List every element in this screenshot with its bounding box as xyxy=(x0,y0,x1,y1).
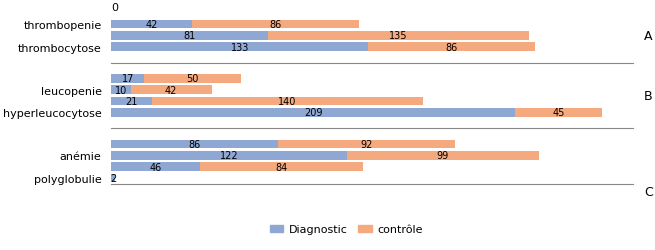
Bar xyxy=(111,43,368,52)
Text: 122: 122 xyxy=(220,151,238,161)
Bar xyxy=(111,75,144,83)
Text: 92: 92 xyxy=(360,140,373,149)
Bar xyxy=(515,109,603,117)
Text: 2: 2 xyxy=(110,174,117,183)
Text: 45: 45 xyxy=(553,108,565,118)
Text: 86: 86 xyxy=(445,42,458,52)
Text: 135: 135 xyxy=(389,31,407,41)
Bar xyxy=(144,75,241,83)
Bar xyxy=(111,86,130,95)
Text: 10: 10 xyxy=(115,85,127,95)
Bar xyxy=(111,20,193,29)
Text: C: C xyxy=(644,186,652,198)
Text: 133: 133 xyxy=(231,42,249,52)
Text: 86: 86 xyxy=(269,20,282,30)
Text: 46: 46 xyxy=(149,162,162,172)
Text: 0: 0 xyxy=(111,3,119,13)
Bar xyxy=(111,32,268,40)
Bar xyxy=(111,152,347,160)
Bar xyxy=(193,20,359,29)
Text: 17: 17 xyxy=(121,74,134,84)
Text: 42: 42 xyxy=(165,85,178,95)
Bar xyxy=(278,140,455,149)
Text: A: A xyxy=(644,30,652,43)
Bar xyxy=(152,97,422,106)
Text: 99: 99 xyxy=(437,151,449,161)
Text: 86: 86 xyxy=(188,140,200,149)
Bar xyxy=(111,140,278,149)
Text: 42: 42 xyxy=(145,20,158,30)
Text: 140: 140 xyxy=(278,97,297,107)
Text: 84: 84 xyxy=(275,162,288,172)
Bar xyxy=(111,163,200,172)
Text: 209: 209 xyxy=(304,108,322,118)
Bar xyxy=(347,152,538,160)
Bar xyxy=(111,174,115,183)
Text: B: B xyxy=(644,90,652,102)
Bar xyxy=(130,86,212,95)
Bar xyxy=(111,97,152,106)
Bar xyxy=(268,32,529,40)
Bar xyxy=(200,163,363,172)
Legend: Diagnostic, contrôle: Diagnostic, contrôle xyxy=(265,220,427,239)
Bar xyxy=(368,43,534,52)
Bar xyxy=(111,109,515,117)
Text: 81: 81 xyxy=(183,31,196,41)
Text: 50: 50 xyxy=(186,74,198,84)
Text: 21: 21 xyxy=(125,97,138,107)
